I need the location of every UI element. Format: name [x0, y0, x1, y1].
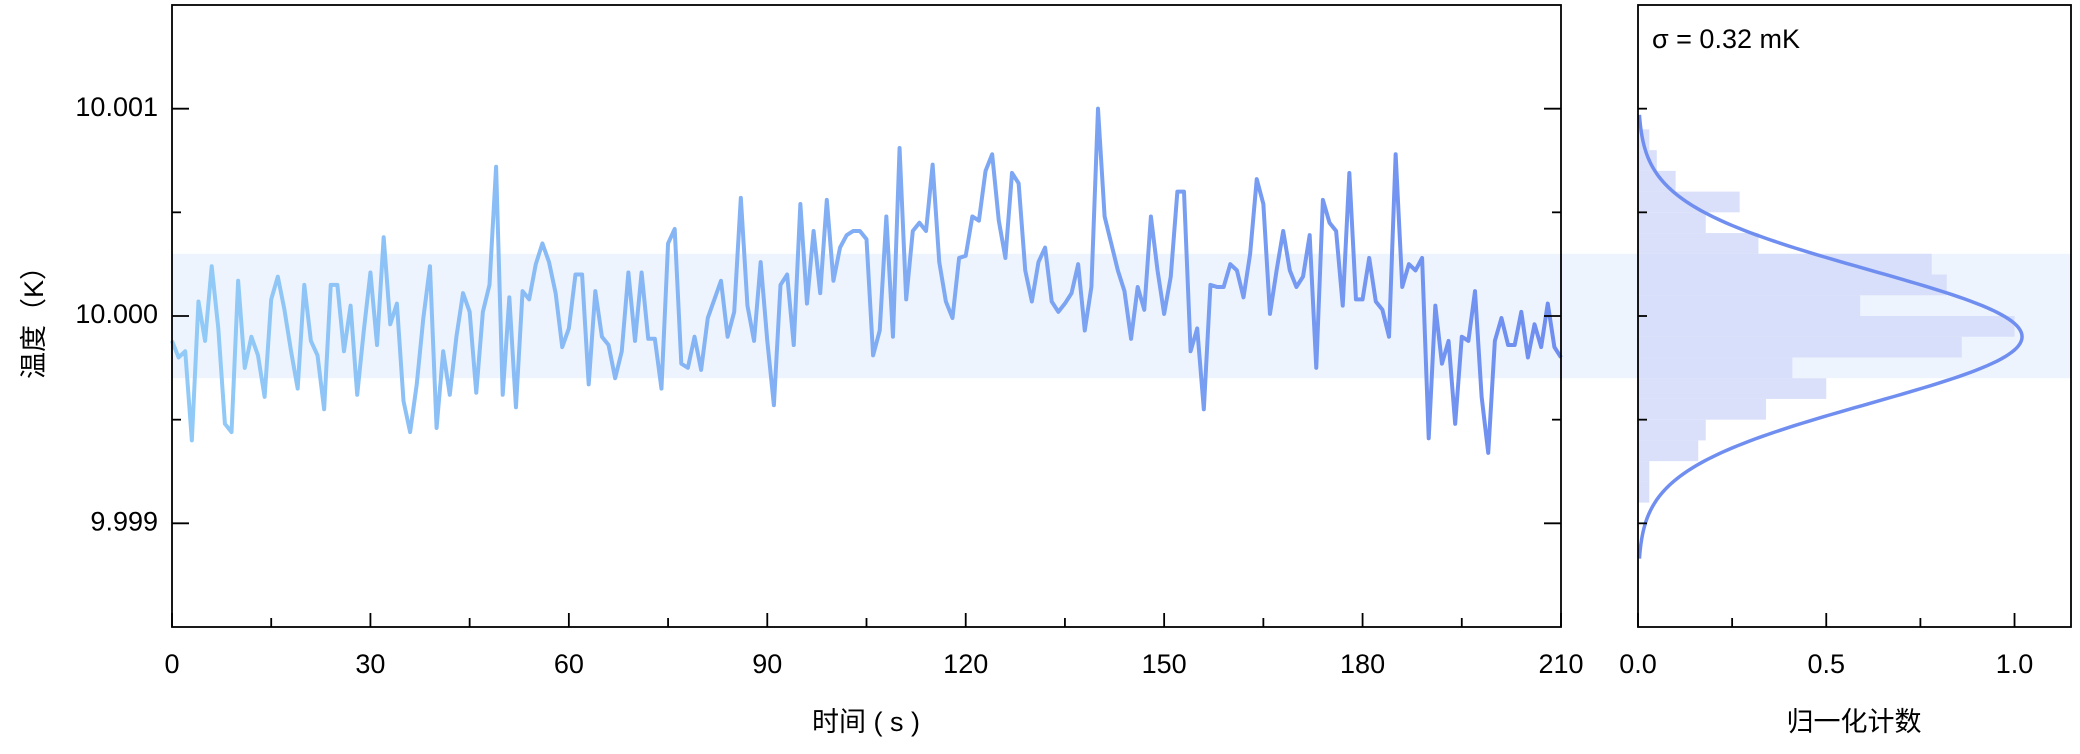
- hist-bar: [1638, 378, 1827, 399]
- y-tick-label: 10.001: [75, 92, 158, 122]
- hist-bar: [1638, 212, 1706, 234]
- hist-bar: [1638, 336, 1962, 358]
- hist-bar: [1638, 440, 1699, 462]
- hist-bar: [1638, 316, 2015, 337]
- x-tick-label: 0.5: [1807, 649, 1845, 679]
- x-tick-label: 1.0: [1996, 649, 2034, 679]
- x-tick-label: 0: [164, 649, 179, 679]
- y-tick-label: 9.999: [90, 506, 158, 536]
- x-axis-title: 时间 ( s ): [812, 707, 920, 737]
- x-tick-label: 210: [1538, 649, 1583, 679]
- x-tick-label: 60: [554, 649, 584, 679]
- y-axis-title: 温度（K）: [19, 253, 49, 379]
- x-tick-label: 120: [943, 649, 988, 679]
- gaussian-fit: [1637, 114, 2024, 559]
- y-tick-label: 10.000: [75, 299, 158, 329]
- x-tick-label: 180: [1340, 649, 1385, 679]
- hist-bar: [1638, 253, 1932, 275]
- hist-bar: [1638, 295, 1861, 316]
- hist-x-axis-title: 归一化计数: [1787, 707, 1922, 737]
- hist-bar: [1638, 233, 1759, 254]
- x-tick-label: 0.0: [1619, 649, 1657, 679]
- hist-bar: [1638, 357, 1793, 379]
- hist-bar: [1638, 398, 1767, 420]
- hist-bar: [1638, 461, 1650, 482]
- x-tick-label: 150: [1142, 649, 1187, 679]
- hist-bar: [1638, 274, 1947, 296]
- hist-bar: [1638, 419, 1706, 441]
- x-tick-label: 90: [752, 649, 782, 679]
- hist-bar: [1638, 481, 1650, 503]
- marks-layer: [170, 106, 2024, 559]
- x-tick-label: 30: [355, 649, 385, 679]
- data-line: [170, 106, 1563, 455]
- annotation: σ = 0.32 mK: [1652, 24, 1800, 54]
